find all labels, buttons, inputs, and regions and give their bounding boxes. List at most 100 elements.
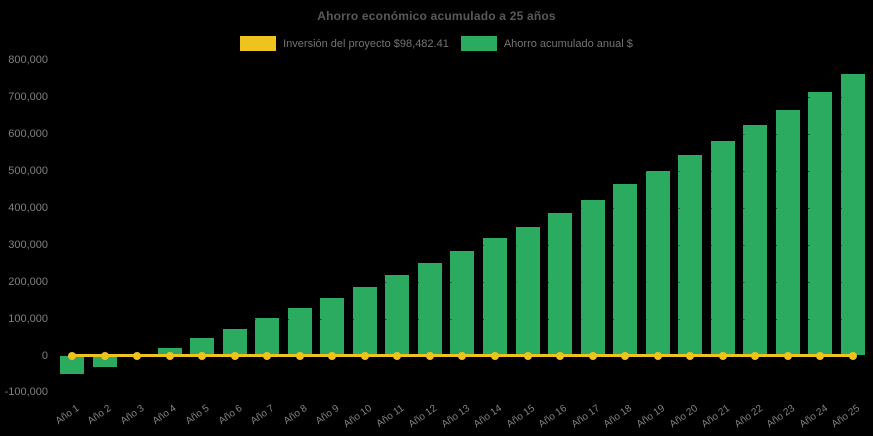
legend-item-savings: Ahorro acumulado anual $ [460,36,633,51]
line-marker-año-2 [100,351,109,360]
bar-año-15 [515,226,540,356]
line-marker-año-24 [816,351,825,360]
x-tick-label: Año 16 [537,403,570,431]
bar-año-13 [450,250,475,356]
x-tick-label: Año 1 [53,403,82,428]
x-tick-label: Año 25 [829,403,863,431]
y-tick-label: 700,000 [8,90,48,103]
x-tick-label: Año 7 [248,403,277,428]
line-marker-año-6 [230,351,239,360]
line-marker-año-14 [491,351,500,360]
x-tick-label: Año 19 [634,403,668,431]
line-marker-año-10 [360,351,369,360]
bar-año-18 [613,184,638,356]
legend-label-savings: Ahorro acumulado anual $ [503,37,633,50]
bar-año-23 [775,109,800,356]
line-marker-año-7 [263,351,272,360]
bar-año-5 [190,338,215,356]
x-tick-label: Año 3 [118,403,147,428]
line-marker-año-8 [295,351,304,360]
bar-año-6 [222,329,247,356]
gridline [55,170,868,172]
bar-año-10 [352,286,377,356]
line-marker-año-25 [848,351,857,360]
bar-año-14 [483,238,508,356]
y-tick-label: -100,000 [4,386,48,399]
line-marker-año-4 [165,351,174,360]
legend-swatch-savings [460,36,497,51]
x-tick-label: Año 21 [699,403,733,431]
gridline [55,133,868,135]
legend: Inversión del proyecto $98,482.41 Ahorro… [0,36,873,51]
bar-año-20 [678,154,703,356]
bar-año-19 [645,170,670,356]
line-marker-año-19 [653,351,662,360]
bar-año-22 [743,125,768,356]
gridline [55,392,868,394]
y-tick-label: 300,000 [8,238,48,251]
line-marker-año-3 [133,351,142,360]
bar-año-7 [255,318,280,356]
line-marker-año-17 [588,351,597,360]
line-marker-año-23 [783,351,792,360]
y-tick-label: 600,000 [8,127,48,140]
x-tick-label: Año 18 [602,403,635,431]
line-marker-año-1 [68,351,76,360]
line-marker-año-12 [425,351,434,360]
y-tick-label: 200,000 [8,275,48,288]
bar-año-21 [710,140,735,356]
x-tick-label: Año 11 [375,403,407,430]
x-tick-label: Año 2 [86,403,114,428]
x-tick-label: Año 5 [183,403,212,428]
line-marker-año-18 [621,351,630,360]
gridline [55,318,868,320]
line-marker-año-5 [198,351,207,360]
line-marker-año-11 [393,351,402,360]
x-tick-label: Año 4 [151,403,179,428]
x-tick-label: Año 6 [216,403,244,428]
legend-label-investment: Inversión del proyecto $98,482.41 [283,37,449,50]
bar-año-2 [92,355,117,367]
gridline [55,207,868,209]
bar-año-25 [840,74,865,356]
bar-año-24 [808,92,833,356]
legend-swatch-investment [240,36,277,51]
gridline [55,59,868,61]
y-tick-label: 100,000 [8,312,48,325]
line-marker-año-16 [556,351,565,360]
bar-año-1 [60,355,84,375]
x-tick-label: Año 24 [797,403,830,431]
bar-año-8 [287,308,312,356]
legend-item-investment: Inversión del proyecto $98,482.41 [240,36,449,51]
bar-año-11 [385,274,410,356]
x-tick-label: Año 22 [732,403,765,431]
gridline [55,281,868,283]
y-tick-label: 400,000 [8,201,48,214]
x-tick-label: Año 9 [313,403,342,428]
y-tick-label: 800,000 [8,53,48,66]
gridline [55,96,868,98]
chart-title: Ahorro económico acumulado a 25 años [317,9,556,23]
x-tick-label: Año 12 [406,403,440,431]
bar-año-12 [417,263,442,356]
bar-año-16 [548,212,573,356]
line-marker-año-9 [328,351,337,360]
x-tick-label: Año 17 [569,403,602,431]
x-tick-label: Año 20 [667,403,700,431]
x-tick-label: Año 8 [281,403,310,428]
x-tick-label: Año 23 [764,403,798,431]
line-marker-año-21 [718,351,727,360]
y-tick-label: 500,000 [8,164,48,177]
bar-año-17 [580,199,605,356]
line-marker-año-13 [458,351,467,360]
y-tick-label: 0 [41,349,48,362]
bar-año-9 [320,298,345,356]
line-marker-año-20 [686,351,695,360]
x-tick-label: Año 13 [439,403,472,431]
line-marker-año-22 [751,351,760,360]
x-tick-label: Año 15 [504,403,537,431]
x-tick-label: Año 10 [341,403,375,431]
gridline [55,244,868,246]
